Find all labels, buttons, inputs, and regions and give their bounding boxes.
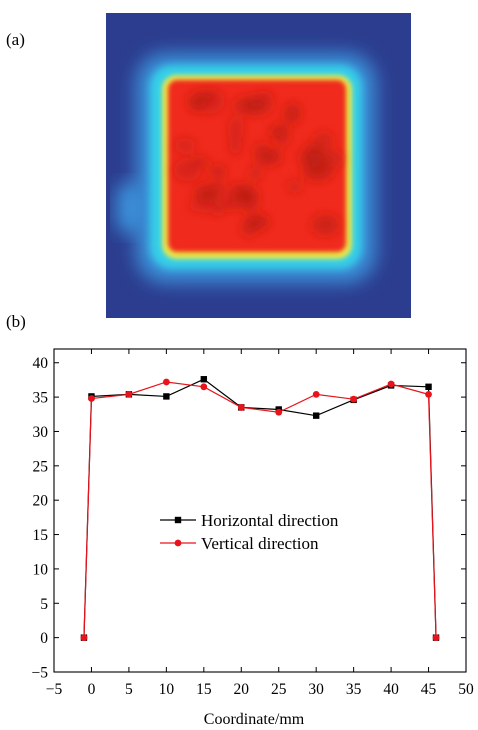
x-axis: −5 0 5 10 15 20 25 30 35 40 45 50 <box>46 349 474 698</box>
series-line <box>83 381 437 638</box>
y-tick-label: 40 <box>33 355 49 372</box>
panel-label-a: (a) <box>6 30 25 49</box>
data-point <box>125 390 133 398</box>
legend-marker <box>174 539 182 547</box>
data-point <box>425 383 432 390</box>
x-tick-label: 20 <box>234 681 250 698</box>
y-tick-label: 30 <box>33 424 49 441</box>
data-point <box>425 390 432 398</box>
y-tick-label: 5 <box>40 596 48 613</box>
x-tick-label: −5 <box>46 681 63 698</box>
data-point <box>200 376 208 383</box>
x-tick-label: 10 <box>159 681 175 698</box>
plot-frame <box>53 348 467 673</box>
legend-entry: Horizontal direction <box>160 511 339 530</box>
data-point <box>312 390 320 398</box>
x-axis-title: Coordinate/mm <box>204 711 305 728</box>
legend-entry: Vertical direction <box>160 534 319 553</box>
data-point <box>432 634 440 642</box>
data-point <box>350 395 358 403</box>
y-tick-label: 35 <box>33 390 49 407</box>
data-point <box>80 634 88 642</box>
series-horizontal <box>80 376 440 641</box>
heatmap-image <box>106 13 411 318</box>
series-line <box>83 378 437 638</box>
y-tick-label: 25 <box>33 458 49 475</box>
series-layer <box>80 376 440 642</box>
data-point <box>162 378 170 386</box>
x-tick-label: 0 <box>88 681 96 698</box>
legend-marker <box>174 516 182 524</box>
legend: Horizontal direction Vertical direction <box>160 511 339 553</box>
y-tick-label: 10 <box>33 561 49 578</box>
data-point <box>387 380 395 388</box>
data-point <box>312 412 320 419</box>
data-point <box>275 408 283 416</box>
x-tick-label: 30 <box>308 681 324 698</box>
data-point <box>88 395 95 402</box>
legend-label: Horizontal direction <box>201 511 339 530</box>
data-point <box>237 404 245 411</box>
legend-label: Vertical direction <box>201 534 319 553</box>
x-tick-label: 15 <box>196 681 212 698</box>
x-tick-label: 40 <box>383 681 399 698</box>
series-vertical <box>80 378 440 642</box>
x-tick-label: 35 <box>346 681 362 698</box>
x-tick-label: 50 <box>458 681 474 698</box>
y-tick-label: 20 <box>33 493 49 510</box>
y-axis: −5 0 5 10 15 20 25 30 35 40 <box>32 355 466 682</box>
x-tick-label: 5 <box>125 681 133 698</box>
data-point <box>200 383 208 391</box>
data-point <box>163 393 170 400</box>
y-tick-label: 0 <box>40 630 48 647</box>
x-tick-label: 45 <box>421 681 437 698</box>
y-tick-label: 15 <box>33 527 49 544</box>
panel-label-b: (b) <box>6 312 26 331</box>
x-tick-label: 25 <box>271 681 287 698</box>
y-tick-label: −5 <box>32 665 49 682</box>
